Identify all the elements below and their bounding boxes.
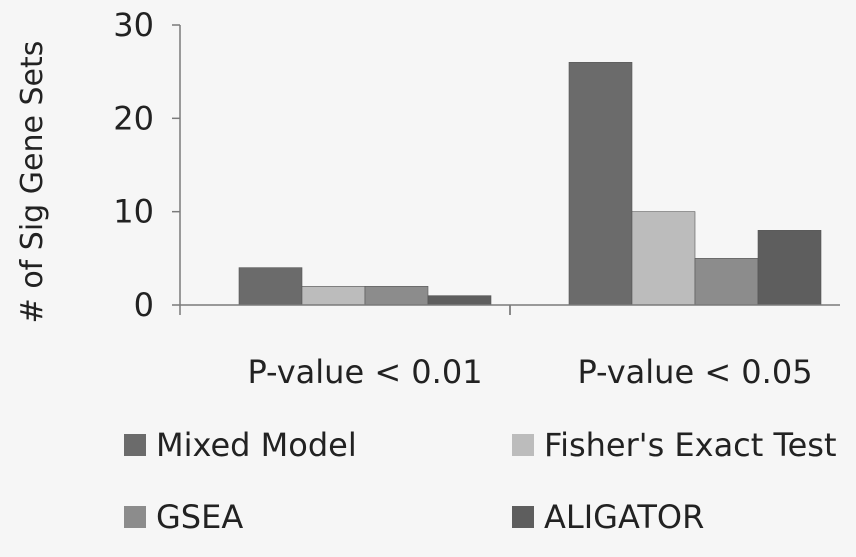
legend-label: Mixed Model — [156, 426, 357, 464]
bar — [427, 295, 492, 306]
category-label: P-value < 0.01 — [247, 353, 482, 391]
y-tick-label: 30 — [113, 6, 154, 44]
bar — [238, 267, 303, 306]
legend-swatch — [124, 434, 146, 456]
bar — [301, 286, 366, 306]
legend-swatch — [512, 434, 534, 456]
y-axis-ticks: 0 10 20 30 — [113, 6, 180, 324]
legend-label: ALIGATOR — [544, 498, 704, 536]
x-axis-ticks — [179, 305, 511, 315]
legend-swatch — [124, 506, 146, 528]
bar — [631, 211, 696, 306]
bars — [238, 62, 822, 306]
y-axis-title: # of Sig Gene Sets — [15, 41, 50, 324]
category-label: P-value < 0.05 — [577, 353, 812, 391]
legend-label: Fisher's Exact Test — [544, 426, 837, 464]
category-labels: P-value < 0.01 P-value < 0.05 — [247, 353, 812, 391]
bar — [694, 258, 759, 306]
y-tick-label: 20 — [113, 99, 154, 137]
bar — [757, 230, 822, 306]
legend-label: GSEA — [156, 498, 243, 536]
y-tick-label: 10 — [113, 193, 154, 231]
bar — [568, 62, 633, 306]
bar — [364, 286, 429, 306]
legend: Mixed Model Fisher's Exact Test GSEA ALIGAT… — [124, 426, 837, 536]
legend-swatch — [512, 506, 534, 528]
y-tick-label: 0 — [134, 286, 154, 324]
